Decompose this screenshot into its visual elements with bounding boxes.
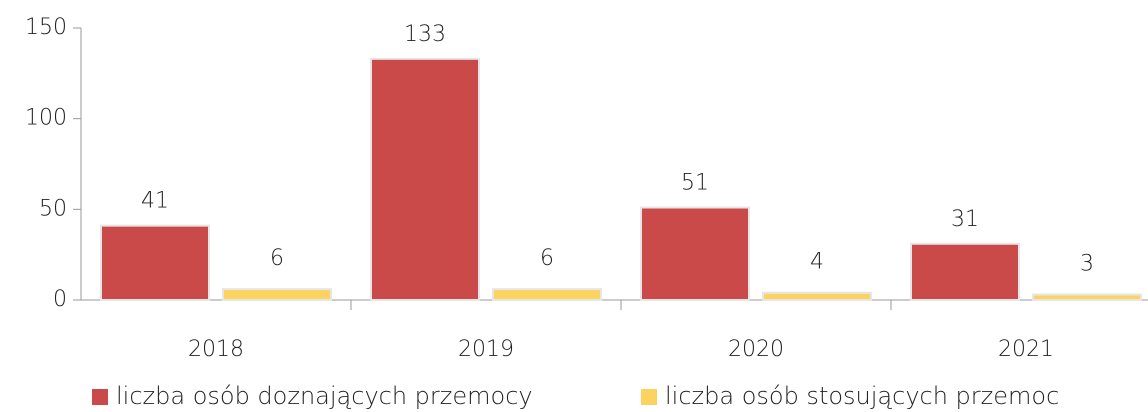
bar	[1032, 293, 1142, 301]
bar	[222, 288, 332, 301]
y-tick-label: 150	[25, 15, 67, 40]
legend-label: liczba osób stosujących przemoc	[665, 382, 1059, 410]
bar	[492, 288, 602, 301]
y-tick-label: 0	[53, 287, 67, 312]
y-tick-label: 100	[25, 106, 67, 131]
bar	[910, 242, 1020, 301]
value-label: 6	[270, 246, 284, 271]
value-label: 6	[540, 246, 554, 271]
bar	[762, 291, 872, 302]
legend-label: liczba osób doznających przemocy	[116, 382, 533, 410]
value-label: 3	[1080, 252, 1094, 277]
value-label: 51	[681, 171, 709, 196]
value-label: 4	[810, 250, 824, 275]
value-label: 133	[404, 22, 446, 47]
legend-swatch	[92, 389, 108, 405]
bar	[100, 224, 210, 301]
x-tick-label: 2018	[188, 337, 244, 362]
value-label: 41	[141, 189, 169, 214]
x-tick-label: 2020	[728, 337, 784, 362]
x-tick-label: 2021	[998, 337, 1054, 362]
x-tick-label: 2019	[458, 337, 514, 362]
bar	[640, 206, 750, 302]
legend-swatch	[641, 389, 657, 405]
bar	[370, 57, 480, 302]
value-label: 31	[951, 207, 979, 232]
y-tick-label: 50	[39, 196, 67, 221]
